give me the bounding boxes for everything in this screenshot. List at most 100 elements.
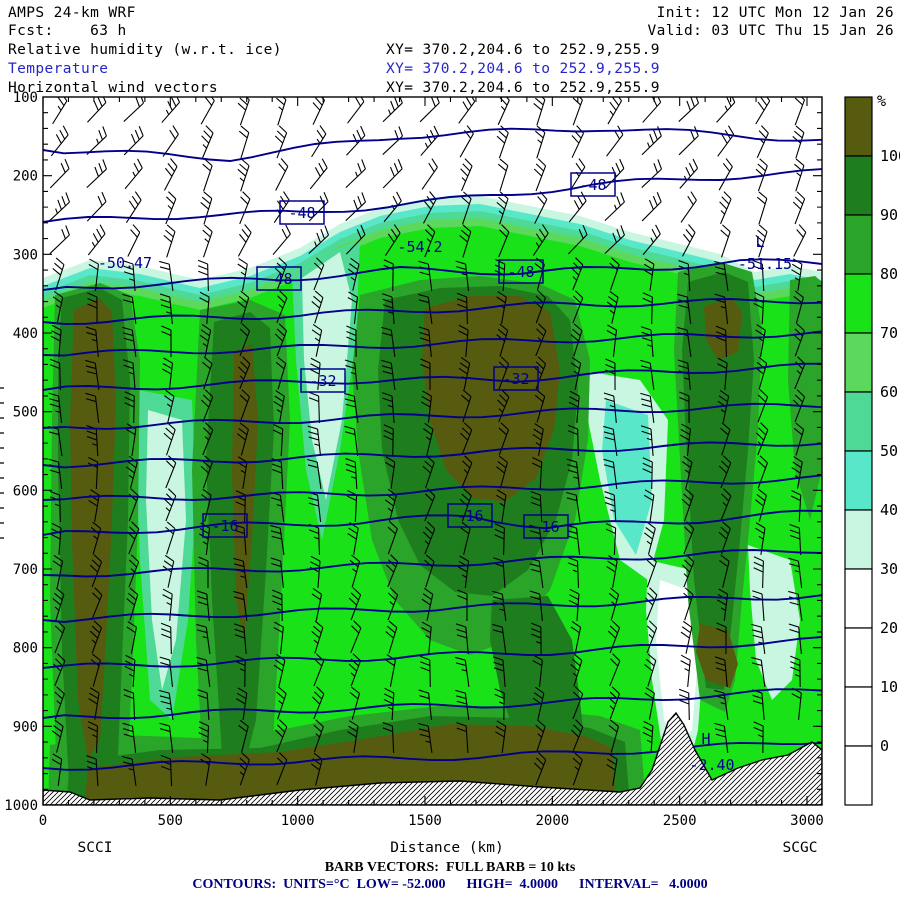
wind-barb — [751, 656, 766, 687]
wind-barb — [237, 422, 249, 456]
wind-barb — [91, 587, 103, 621]
wind-barb — [496, 489, 507, 522]
wind-barb — [124, 654, 136, 688]
wind-barb — [126, 455, 138, 489]
wind-barb — [680, 191, 697, 223]
wind-barb — [792, 323, 805, 357]
wind-barb — [535, 323, 547, 357]
wind-barb — [384, 224, 401, 257]
y-tick-label: 700 — [13, 562, 38, 578]
wind-barb — [571, 719, 584, 753]
y-tick-label: 400 — [13, 326, 38, 342]
wind-barb — [422, 521, 436, 555]
wind-barb — [424, 224, 436, 258]
wind-barb — [755, 224, 768, 258]
wind-barb — [128, 488, 139, 522]
wind-barb — [643, 521, 656, 555]
wind-barb — [568, 390, 580, 423]
x-tick-label: 500 — [158, 813, 183, 829]
legend-field-rh: Relative humidity (w.r.t. ice) — [8, 42, 282, 58]
wind-barb — [498, 422, 509, 456]
legend-field-rh-xy: XY= 370.2,204.6 to 252.9,255.9 — [386, 42, 660, 58]
colorbar-segment — [844, 96, 873, 157]
wind-barb — [127, 224, 141, 257]
wind-barb — [714, 656, 728, 687]
wind-barb — [608, 719, 620, 753]
wind-barb — [498, 356, 510, 390]
temperature-contour — [43, 636, 822, 669]
wind-barb — [422, 191, 437, 224]
wind-barb — [274, 323, 288, 357]
wind-barb — [459, 224, 472, 258]
wind-barb — [642, 292, 653, 325]
wind-barb — [51, 753, 63, 786]
left-station-label: SCCI — [78, 840, 113, 856]
wind-barb — [458, 555, 470, 588]
wind-barb — [753, 721, 764, 754]
wind-barb — [197, 689, 210, 721]
colorbar-segment — [844, 686, 873, 747]
wind-barb — [87, 721, 99, 754]
barb-vectors-note: BARB VECTORS: FULL BARB = 10 kts — [324, 860, 576, 875]
wind-barb — [533, 158, 547, 192]
wind-barb — [382, 97, 403, 123]
wind-barb — [233, 557, 248, 588]
wind-barb — [533, 356, 547, 390]
wind-barb — [345, 224, 366, 255]
wind-barb — [313, 257, 325, 291]
wind-barb — [200, 97, 215, 125]
wind-barb — [641, 159, 663, 188]
rh-region — [656, 580, 698, 750]
wind-barb — [680, 654, 691, 687]
plot-interior — [43, 97, 822, 805]
wind-barb — [344, 425, 359, 456]
wind-barb — [420, 125, 440, 156]
wind-barb — [717, 357, 728, 390]
wind-barb — [604, 491, 617, 523]
wind-barb — [274, 257, 287, 291]
wind-barb — [88, 489, 100, 522]
wind-barb — [607, 97, 623, 125]
wind-barb — [52, 257, 65, 291]
contour-labels: -48 -48 -48 -48 -32 -32 -16 -16 -16 -50.47 -54.2 L -… — [98, 172, 792, 774]
wind-barb — [643, 489, 655, 522]
wind-barb — [680, 620, 693, 654]
y-tick-label: 800 — [13, 641, 38, 657]
wind-barb — [720, 224, 731, 258]
wind-barb — [239, 389, 250, 423]
wind-barb — [641, 126, 662, 156]
wind-barb — [159, 689, 174, 720]
wind-barb — [54, 686, 65, 720]
wind-barb — [641, 326, 654, 358]
wind-barb — [311, 290, 324, 324]
wind-barb — [200, 455, 213, 489]
x-tick-label: 1500 — [408, 813, 442, 829]
wind-barb — [344, 359, 358, 390]
wind-barb — [570, 653, 583, 687]
wind-barb — [387, 587, 399, 621]
wind-barb — [572, 752, 583, 786]
wind-barb — [350, 620, 362, 654]
wind-barb — [571, 125, 585, 158]
wind-barb — [644, 687, 655, 720]
wind-barb — [312, 97, 326, 125]
wind-barb — [606, 324, 618, 357]
wind-barb — [459, 422, 473, 456]
wind-barb — [418, 326, 432, 357]
wind-barb — [273, 390, 285, 423]
colorbar-tick-label: 10 — [880, 678, 898, 696]
valid-time: Valid: 03 UTC Thu 15 Jan 26 — [647, 23, 894, 39]
wind-barb — [345, 458, 358, 490]
wind-barb — [382, 721, 395, 754]
wind-barb — [86, 126, 107, 156]
wind-barb — [645, 587, 658, 621]
wind-barb — [715, 325, 727, 358]
extremum-label: -50.47 — [98, 254, 152, 272]
wind-barb — [418, 689, 433, 720]
wind-barb — [200, 389, 214, 423]
wind-barb — [124, 158, 143, 190]
wind-barb — [755, 158, 768, 192]
y-tick-label: 300 — [13, 247, 38, 263]
wind-barb — [716, 97, 736, 123]
colorbar-unit: % — [877, 92, 886, 110]
